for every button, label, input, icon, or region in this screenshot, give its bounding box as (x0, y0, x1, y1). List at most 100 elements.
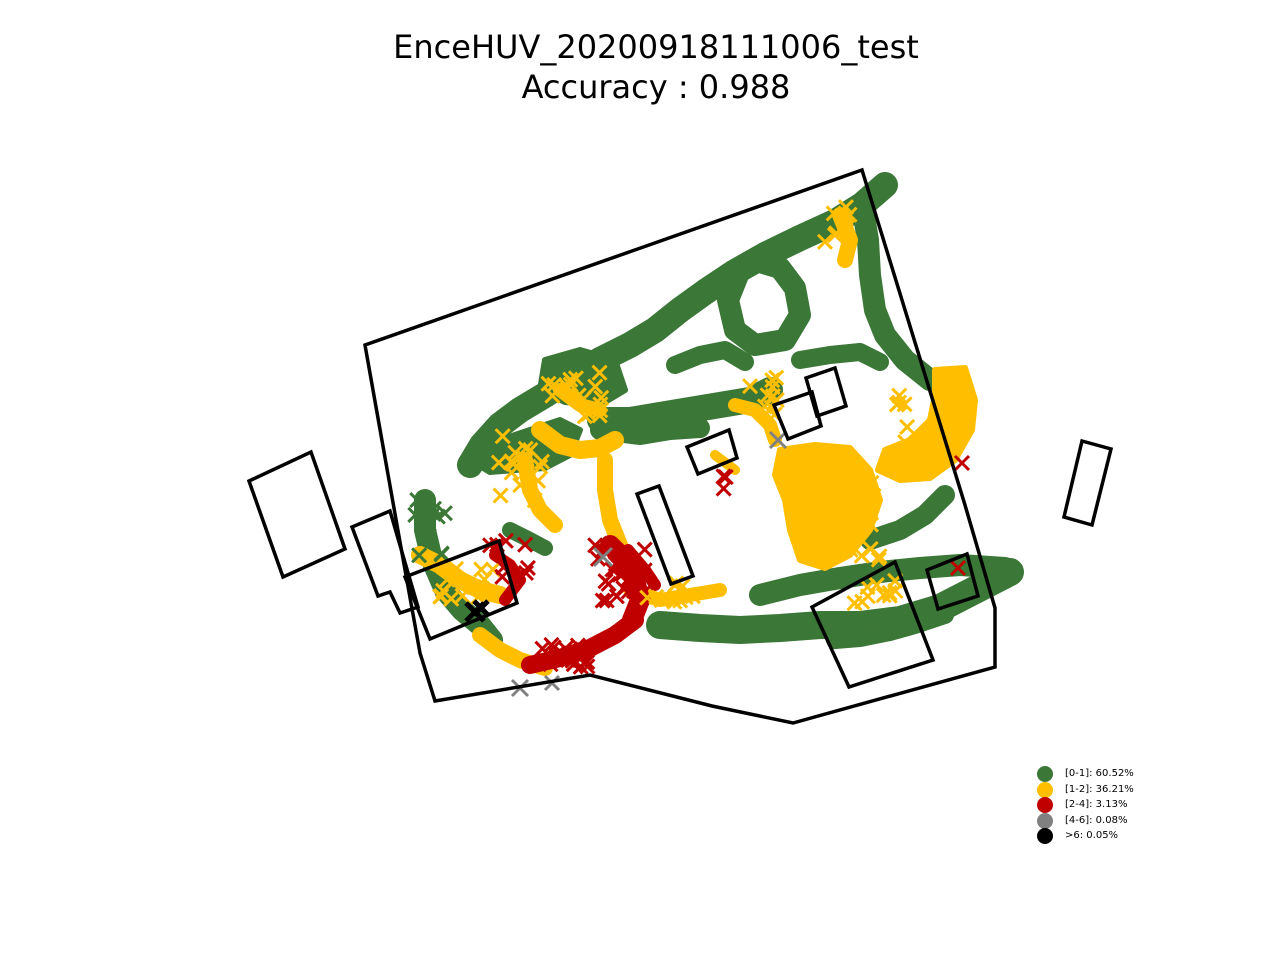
error-marker (425, 505, 442, 522)
building-far-east (1061, 438, 1114, 528)
error-markers (407, 199, 971, 698)
error-marker (627, 595, 644, 612)
error-marker (570, 387, 587, 404)
error-marker (917, 453, 934, 470)
legend-item-0-1: [0-1]: 60.52% (1034, 766, 1174, 782)
error-marker (532, 458, 549, 475)
error-marker (871, 548, 888, 565)
error-marker (862, 516, 880, 533)
error-marker (492, 487, 509, 504)
error-marker (612, 544, 629, 561)
legend-item-4-6: [4-6]: 0.08% (1034, 812, 1174, 829)
error-marker (865, 487, 882, 505)
error-marker (591, 364, 608, 381)
track-south (646, 558, 1024, 644)
error-marker (546, 376, 563, 393)
error-marker (433, 546, 450, 563)
legend-label: >6: 0.05% (1065, 830, 1119, 841)
error-marker (881, 584, 898, 601)
legend-dot-green (1037, 766, 1053, 782)
error-marker (411, 547, 428, 564)
legend-label: [0-1]: 60.52% (1065, 768, 1134, 779)
building-north-a (771, 389, 824, 442)
error-marker (594, 592, 611, 609)
error-marker (512, 477, 529, 494)
error-marker (837, 199, 855, 216)
error-marker (576, 408, 593, 425)
error-marker (473, 580, 491, 597)
error-marker (764, 388, 781, 405)
track-center-band-2 (590, 418, 710, 445)
error-marker (636, 541, 653, 558)
track-ring-inner (791, 343, 889, 371)
error-marker (604, 561, 621, 578)
error-marker (837, 222, 854, 239)
accuracy-subtitle: Accuracy : 0.988 (521, 68, 791, 106)
error-marker (807, 496, 824, 513)
error-marker (899, 418, 916, 436)
track-loop-top (717, 251, 811, 356)
error-marker (830, 486, 847, 504)
error-marker (636, 562, 653, 579)
error-marker (896, 396, 913, 413)
error-marker (526, 492, 543, 509)
legend: [0-1]: 60.52% [1-2]: 36.21% [2-4]: 3.13%… (1034, 766, 1174, 844)
error-marker (816, 233, 834, 250)
error-marker (897, 434, 914, 451)
region-yellow-center (772, 442, 883, 571)
error-marker (592, 402, 609, 419)
building-north-b (803, 365, 849, 419)
error-marker (934, 388, 952, 405)
error-marker (666, 593, 683, 610)
building-east-small (924, 551, 981, 612)
legend-item-1-2: [1-2]: 36.21% (1034, 781, 1174, 798)
building-outlines (246, 167, 1114, 725)
error-marker (620, 574, 637, 592)
legend-item-2-4: [2-4]: 3.13% (1034, 797, 1174, 813)
error-marker (953, 454, 971, 472)
error-marker (557, 640, 574, 657)
error-marker (764, 372, 781, 389)
building-south-square (809, 559, 936, 690)
chart-title: EnceHUV_20200918111006_test (393, 28, 919, 66)
error-marker (831, 516, 848, 533)
error-marker (587, 378, 604, 395)
error-marker (863, 474, 880, 492)
error-marker (849, 505, 867, 522)
error-marker (715, 468, 732, 485)
building-west-left (246, 449, 348, 580)
error-marker (518, 463, 535, 480)
track-east-diag (860, 485, 955, 550)
track-center-band (587, 377, 783, 433)
error-marker (759, 387, 776, 404)
error-marker (925, 429, 942, 446)
error-marker (425, 500, 443, 517)
error-marker (802, 526, 819, 544)
error-marker (598, 592, 615, 609)
error-marker (684, 588, 701, 605)
error-marker (820, 521, 837, 538)
building-center-slab (634, 483, 696, 587)
track-south-3 (826, 606, 954, 649)
error-marker (574, 648, 591, 665)
error-marker (768, 430, 788, 450)
legend-dot-black (1037, 828, 1053, 844)
error-marker (407, 506, 424, 523)
error-marker (519, 559, 536, 577)
legend-dot-gray (1037, 812, 1053, 829)
error-marker (859, 579, 876, 596)
error-marker (741, 378, 759, 395)
error-marker (853, 547, 870, 564)
error-marker (607, 542, 624, 559)
legend-label: [4-6]: 0.08% (1065, 814, 1128, 826)
legend-item-over-6: >6: 0.05% (1034, 828, 1174, 844)
error-marker (574, 641, 591, 658)
error-marker (862, 503, 879, 520)
building-center-small (684, 427, 740, 477)
error-marker (648, 588, 665, 606)
error-marker (420, 527, 437, 544)
error-marker (800, 545, 817, 562)
error-marker (473, 561, 490, 578)
legend-label: [2-4]: 3.13% (1065, 799, 1128, 810)
